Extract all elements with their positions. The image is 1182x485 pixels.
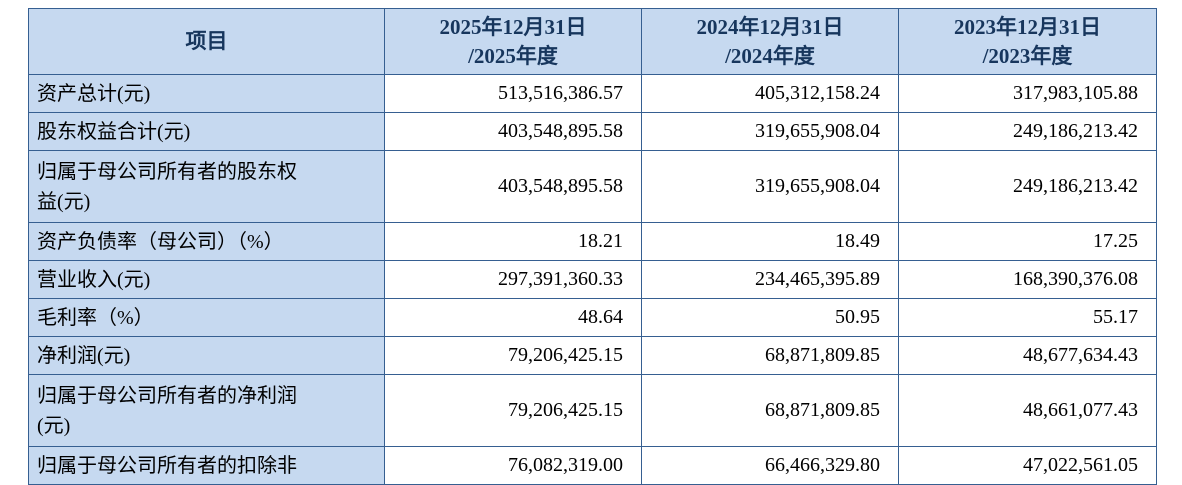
row-label: 股东权益合计(元) <box>28 112 385 151</box>
cell-value: 18.21 <box>384 222 642 261</box>
cell-value: 249,186,213.42 <box>898 112 1157 151</box>
cell-value: 79,206,425.15 <box>384 374 642 447</box>
table-row: 毛利率（%） 48.64 50.95 55.17 <box>28 298 1157 337</box>
table-row: 资产负债率（母公司）（%） 18.21 18.49 17.25 <box>28 222 1157 261</box>
row-label: 归属于母公司所有者的股东权益(元) <box>28 150 385 223</box>
financial-summary-table: 项目 2025年12月31日 /2025年度 2024年12月31日 /2024… <box>28 8 1157 485</box>
cell-value: 234,465,395.89 <box>641 260 899 299</box>
cell-value: 17.25 <box>898 222 1157 261</box>
row-label: 净利润(元) <box>28 336 385 375</box>
cell-value: 47,022,561.05 <box>898 446 1157 485</box>
cell-value: 68,871,809.85 <box>641 336 899 375</box>
cell-value: 405,312,158.24 <box>641 74 899 113</box>
header-period-2023: 2023年12月31日 /2023年度 <box>898 8 1157 75</box>
cell-value: 50.95 <box>641 298 899 337</box>
cell-value: 513,516,386.57 <box>384 74 642 113</box>
cell-value: 79,206,425.15 <box>384 336 642 375</box>
table-row: 净利润(元) 79,206,425.15 68,871,809.85 48,67… <box>28 336 1157 375</box>
cell-value: 18.49 <box>641 222 899 261</box>
cell-value: 76,082,319.00 <box>384 446 642 485</box>
cell-value: 317,983,105.88 <box>898 74 1157 113</box>
cell-value: 48.64 <box>384 298 642 337</box>
table-row: 归属于母公司所有者的扣除非 76,082,319.00 66,466,329.8… <box>28 446 1157 485</box>
row-label: 毛利率（%） <box>28 298 385 337</box>
cell-value: 168,390,376.08 <box>898 260 1157 299</box>
row-label: 资产总计(元) <box>28 74 385 113</box>
cell-value: 319,655,908.04 <box>641 112 899 151</box>
cell-value: 249,186,213.42 <box>898 150 1157 223</box>
header-period-2024: 2024年12月31日 /2024年度 <box>641 8 899 75</box>
row-label: 资产负债率（母公司）（%） <box>28 222 385 261</box>
cell-value: 48,677,634.43 <box>898 336 1157 375</box>
cell-value: 55.17 <box>898 298 1157 337</box>
cell-value: 48,661,077.43 <box>898 374 1157 447</box>
table-body: 资产总计(元) 513,516,386.57 405,312,158.24 31… <box>28 74 1157 485</box>
table-header: 项目 2025年12月31日 /2025年度 2024年12月31日 /2024… <box>28 8 1157 75</box>
row-label: 归属于母公司所有者的扣除非 <box>28 446 385 485</box>
row-label: 归属于母公司所有者的净利润(元) <box>28 374 385 447</box>
cell-value: 297,391,360.33 <box>384 260 642 299</box>
financial-table-container: 项目 2025年12月31日 /2025年度 2024年12月31日 /2024… <box>28 8 1157 485</box>
cell-value: 319,655,908.04 <box>641 150 899 223</box>
header-row: 项目 2025年12月31日 /2025年度 2024年12月31日 /2024… <box>28 8 1157 75</box>
table-row: 归属于母公司所有者的股东权益(元) 403,548,895.58 319,655… <box>28 150 1157 223</box>
cell-value: 68,871,809.85 <box>641 374 899 447</box>
row-label: 营业收入(元) <box>28 260 385 299</box>
header-item: 项目 <box>28 8 385 75</box>
cell-value: 403,548,895.58 <box>384 112 642 151</box>
table-row: 资产总计(元) 513,516,386.57 405,312,158.24 31… <box>28 74 1157 113</box>
header-period-2025: 2025年12月31日 /2025年度 <box>384 8 642 75</box>
cell-value: 403,548,895.58 <box>384 150 642 223</box>
table-row: 股东权益合计(元) 403,548,895.58 319,655,908.04 … <box>28 112 1157 151</box>
table-row: 营业收入(元) 297,391,360.33 234,465,395.89 16… <box>28 260 1157 299</box>
cell-value: 66,466,329.80 <box>641 446 899 485</box>
table-row: 归属于母公司所有者的净利润(元) 79,206,425.15 68,871,80… <box>28 374 1157 447</box>
